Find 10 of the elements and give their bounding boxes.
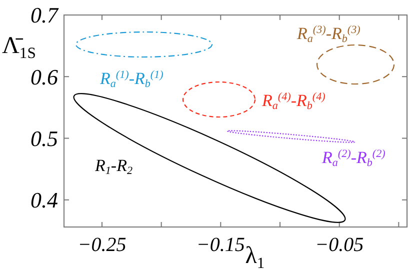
y-axis-title: Λ̄$_{1S}$ <box>2 33 36 62</box>
y-tick-label: 0.4 <box>30 188 58 213</box>
annotation: R$_{1}$-R$_{2}$ <box>94 156 133 178</box>
y-tick-label: 0.5 <box>30 126 58 151</box>
x-tick-label: −0.25 <box>78 234 126 256</box>
x-tick-label: −0.05 <box>315 234 364 256</box>
x-tick-label: −0.15 <box>196 234 245 256</box>
y-tick-label: 0.7 <box>30 2 59 28</box>
y-tick-label: 0.6 <box>30 64 58 90</box>
x-axis-title: λ$_{1}$ <box>245 243 265 272</box>
